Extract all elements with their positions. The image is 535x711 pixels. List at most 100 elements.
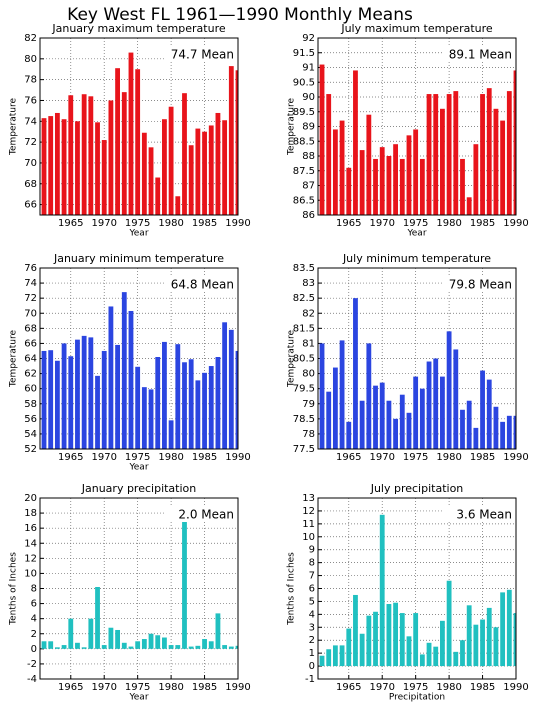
y-tick-label: 12: [24, 553, 37, 564]
annotation-bg: [444, 46, 514, 62]
bar: [480, 370, 485, 449]
bar: [95, 586, 100, 649]
x-tick-label: 1990: [225, 218, 250, 229]
bar: [148, 389, 154, 449]
y-tick-label: 5: [309, 596, 315, 607]
chart-panel: July precipitation Tenths of Inches Precip…: [287, 482, 529, 703]
y-tick-label: 58: [24, 399, 37, 410]
bar: [168, 645, 174, 649]
bars: [319, 64, 516, 215]
y-tick-label: 72: [24, 293, 37, 304]
bars: [319, 298, 516, 449]
bar: [353, 70, 358, 215]
x-tick-label: 1970: [369, 218, 394, 229]
bar: [101, 350, 107, 449]
chart-title: July minimum temperature: [342, 252, 491, 265]
x-tick-label: 1975: [125, 452, 150, 463]
bar: [48, 116, 54, 215]
y-tick-label: 81.5: [293, 323, 315, 334]
y-tick-label: 89: [302, 122, 315, 133]
y-tick-label: 76: [24, 95, 37, 106]
annotation-bg: [166, 46, 236, 62]
y-tick-label: 2: [31, 629, 37, 640]
y-tick-label: 80: [302, 369, 315, 380]
plot-frame: [317, 37, 517, 216]
bar: [486, 607, 492, 667]
annotation: 3.6 Mean: [456, 508, 512, 522]
y-axis-label: Temperature: [9, 330, 19, 388]
bar: [208, 125, 214, 215]
bars: [41, 52, 238, 215]
bar: [168, 106, 174, 215]
x-tick-label: 1985: [470, 682, 495, 693]
y-tick-label: 88.5: [293, 136, 315, 147]
bar: [466, 605, 472, 667]
bar: [386, 156, 392, 215]
y-tick-label: 52: [24, 444, 37, 455]
bar: [75, 642, 80, 649]
x-tick-label: 1985: [192, 682, 217, 693]
bar: [202, 639, 207, 649]
x-tick-label: 1980: [158, 682, 183, 693]
bar: [346, 628, 352, 667]
bar: [141, 387, 147, 449]
x-tick-label: 1965: [58, 452, 83, 463]
bar: [453, 349, 459, 449]
bar: [460, 640, 465, 667]
bar: [339, 120, 345, 215]
x-tick-label: 1965: [336, 218, 361, 229]
x-tick-label: 1975: [125, 218, 150, 229]
bar: [188, 646, 194, 649]
bar: [195, 128, 201, 215]
bar: [175, 645, 181, 649]
y-tick-label: 1: [309, 648, 315, 659]
bar: [413, 613, 419, 667]
x-tick-label: 1975: [403, 682, 428, 693]
y-tick-label: 82: [24, 33, 37, 44]
y-tick-label: 68: [24, 323, 37, 334]
y-tick-label: 6: [31, 599, 37, 610]
bar: [54, 360, 60, 449]
bar: [446, 331, 452, 449]
bar: [208, 366, 214, 449]
bar: [466, 400, 472, 449]
bar: [393, 418, 399, 449]
bar: [406, 135, 412, 215]
bar: [379, 147, 385, 215]
bar: [406, 412, 412, 449]
bar: [426, 94, 432, 215]
bar: [222, 322, 228, 449]
bar: [75, 121, 80, 215]
y-tick-label: 7: [309, 571, 315, 582]
bar: [148, 147, 154, 215]
bar: [379, 514, 385, 667]
chart-title: July maximum temperature: [340, 22, 493, 35]
y-tick-label: 0: [309, 661, 315, 672]
bar: [188, 145, 194, 215]
y-tick-label: 14: [24, 538, 37, 549]
bar: [108, 100, 114, 215]
bar: [41, 641, 47, 649]
y-tick-label: 16: [24, 523, 37, 534]
y-tick-label: 18: [24, 508, 37, 519]
x-tick-label: 1975: [403, 218, 428, 229]
x-tick-label: 1965: [336, 452, 361, 463]
bar: [68, 356, 74, 449]
chart-title: January maximum temperature: [51, 22, 225, 35]
figure-title: Key West FL 1961—1990 Monthly Means: [67, 5, 413, 25]
y-tick-label: 4: [309, 609, 315, 620]
y-tick-label: 9: [309, 545, 315, 556]
bar: [426, 361, 432, 449]
chart-panel: January maximum temperature Temperature Ye…: [9, 22, 251, 239]
annotation: 74.7 Mean: [171, 48, 234, 62]
bar: [61, 343, 67, 449]
bar: [319, 655, 325, 667]
chart-title: January minimum temperature: [53, 252, 224, 265]
y-tick-label: 8: [309, 558, 315, 569]
x-tick-label: 1975: [125, 682, 150, 693]
x-axis-label: Year: [128, 229, 148, 239]
y-tick-label: -1: [305, 674, 315, 685]
chart-panel: January minimum temperature Temperature Ye…: [9, 252, 251, 473]
x-tick-label: 1980: [158, 452, 183, 463]
y-tick-label: 54: [24, 429, 37, 440]
